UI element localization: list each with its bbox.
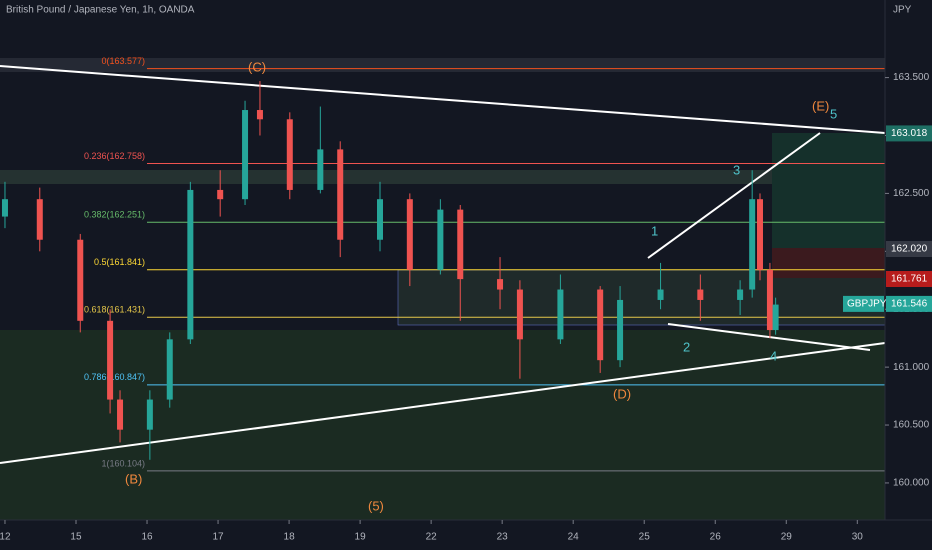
x-tick-label: 16 — [141, 532, 153, 543]
wave-label: 2 — [683, 339, 690, 354]
x-tick-label: 22 — [426, 532, 438, 543]
candle-body — [457, 209, 464, 280]
candle-body — [756, 199, 763, 270]
stop-zone — [772, 248, 885, 278]
price-tag — [886, 125, 932, 142]
x-tick-label: 17 — [212, 532, 224, 543]
candle-body — [77, 239, 84, 321]
candle-body — [497, 279, 504, 290]
candle-body — [242, 110, 249, 200]
candle-body — [286, 119, 293, 190]
candle-body — [657, 289, 664, 300]
candle-body — [337, 149, 344, 240]
candle-body — [187, 189, 194, 340]
x-tick-label: 25 — [639, 532, 651, 543]
candle-body — [766, 269, 773, 331]
fib-label: 0.618(161.431) — [84, 305, 145, 315]
fib-label: 0.786(160.847) — [84, 372, 145, 382]
candle-body — [597, 289, 604, 361]
wave-label: (B) — [125, 471, 142, 486]
wave-label: (C) — [248, 59, 266, 74]
wave-label: (D) — [613, 386, 631, 401]
x-tick-label: 24 — [568, 532, 580, 543]
chart-title: British Pound / Japanese Yen, 1h, OANDA — [6, 5, 195, 16]
x-tick-label: 29 — [781, 532, 793, 543]
y-tick-label: 162.500 — [893, 188, 930, 199]
candle-body — [146, 399, 153, 430]
x-tick-label: 19 — [355, 532, 367, 543]
candle-body — [772, 304, 779, 331]
symbol-tag-label: GBPJPY — [847, 299, 887, 310]
candle-body — [557, 289, 564, 340]
trend-line — [667, 323, 871, 351]
fib-label: 1(160.104) — [101, 458, 145, 468]
candle-body — [749, 199, 756, 290]
candle-body — [376, 199, 383, 240]
fib-label: 0(163.577) — [101, 56, 145, 66]
candle-body — [737, 289, 744, 300]
y-tick-label: 160.500 — [893, 420, 930, 431]
price-tag-label: 162.020 — [891, 244, 928, 255]
candle-body — [406, 199, 413, 270]
candle-body — [217, 189, 224, 200]
fib-label: 0.5(161.841) — [94, 257, 145, 267]
candle-body — [166, 339, 173, 400]
wave-label: (5) — [368, 498, 384, 513]
target-zone — [772, 133, 885, 248]
wave-label: 3 — [733, 162, 740, 177]
candle-body — [36, 199, 43, 240]
price-tag — [886, 270, 932, 287]
wave-label: 1 — [651, 223, 658, 238]
fib-label: 0.382(162.251) — [84, 210, 145, 220]
y-tick-label: 163.500 — [893, 72, 930, 83]
fib-label: 0.236(162.758) — [84, 151, 145, 161]
x-tick-label: 12 — [0, 532, 11, 543]
price-tag-label: 161.546 — [891, 299, 928, 310]
y-tick-label: 161.000 — [893, 362, 930, 373]
x-tick-label: 18 — [284, 532, 296, 543]
y-tick-label: 160.000 — [893, 478, 930, 489]
candle-body — [256, 110, 263, 120]
candle-body — [516, 289, 523, 340]
currency: JPY — [893, 5, 912, 16]
trend-line — [0, 65, 886, 134]
symbol-tag — [843, 295, 884, 312]
trend-line — [647, 132, 821, 259]
candle-body — [317, 149, 324, 190]
zone — [0, 330, 885, 520]
candle-body — [617, 299, 624, 361]
x-tick-label: 23 — [497, 532, 509, 543]
candle-body — [1, 199, 8, 217]
price-tag — [886, 295, 932, 312]
wave-label: (E) — [812, 98, 829, 113]
zone — [0, 170, 885, 184]
candle-body — [117, 399, 124, 430]
price-tag — [886, 240, 932, 257]
price-tag-label: 161.761 — [891, 274, 928, 285]
wave-label: 5 — [830, 106, 837, 121]
candle-body — [697, 289, 704, 300]
trend-line — [0, 342, 886, 464]
x-tick-label: 30 — [852, 532, 864, 543]
candle-body — [437, 209, 444, 270]
x-tick-label: 15 — [70, 532, 82, 543]
wave-label: 4 — [770, 348, 777, 363]
candle-body — [107, 320, 114, 400]
price-tag-label: 163.018 — [891, 128, 928, 139]
x-tick-label: 26 — [710, 532, 722, 543]
